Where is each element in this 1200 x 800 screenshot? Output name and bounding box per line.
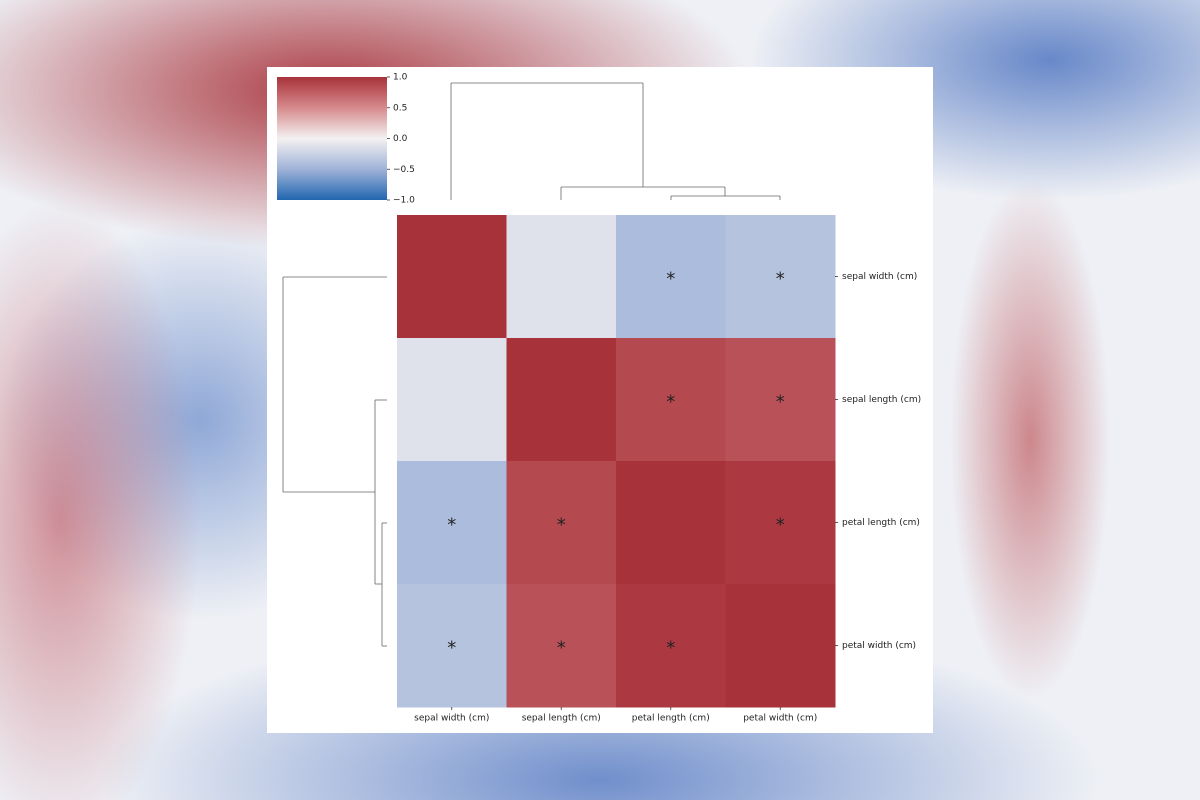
x-tick-label: petal length (cm)	[632, 714, 710, 724]
x-tick-label: petal width (cm)	[743, 714, 817, 724]
heatmap-cell	[616, 584, 726, 708]
heatmap-cell	[397, 584, 507, 708]
cell-annotation: *	[666, 392, 675, 413]
row-dendrogram	[282, 276, 387, 647]
cell-annotation: *	[447, 515, 456, 536]
y-tick-label: petal length (cm)	[842, 518, 920, 528]
heatmap-cell	[506, 584, 617, 708]
heatmap-cell	[725, 215, 836, 339]
colorbar-tick-label: 0.0	[393, 134, 408, 144]
cell-annotation: *	[666, 638, 675, 659]
cell-annotation: *	[776, 269, 785, 290]
heatmap-cell	[616, 215, 726, 339]
heatmap-cell	[397, 338, 507, 462]
y-tick-label: petal width (cm)	[842, 641, 916, 651]
heatmap-cell	[725, 461, 836, 585]
heatmap-cell	[725, 338, 836, 462]
cell-annotation: *	[776, 392, 785, 413]
heatmap-cell	[397, 461, 507, 585]
colorbar	[277, 77, 387, 200]
y-tick-label: sepal length (cm)	[842, 395, 921, 405]
heatmap-cell	[506, 338, 617, 462]
heatmap-cell	[506, 215, 617, 339]
heatmap-cell	[616, 338, 726, 462]
cell-annotation: *	[557, 638, 566, 659]
colorbar-tick-label: 0.5	[393, 103, 407, 113]
heatmap-cell	[616, 461, 726, 585]
heatmap-cell	[506, 461, 617, 585]
colorbar-tick-label: 1.0	[393, 73, 408, 83]
colorbar-tick-label: −1.0	[393, 196, 415, 206]
cell-annotation: *	[666, 269, 675, 290]
cell-annotation: *	[776, 515, 785, 536]
x-tick-label: sepal width (cm)	[414, 714, 489, 724]
cell-annotation: *	[447, 638, 456, 659]
column-dendrogram	[450, 82, 781, 200]
colorbar-tick-label: −0.5	[393, 165, 415, 175]
heatmap-cell	[725, 584, 836, 708]
cell-annotation: *	[557, 515, 566, 536]
heatmap-cell	[397, 215, 507, 339]
x-tick-label: sepal length (cm)	[522, 714, 601, 724]
y-tick-label: sepal width (cm)	[842, 272, 917, 282]
